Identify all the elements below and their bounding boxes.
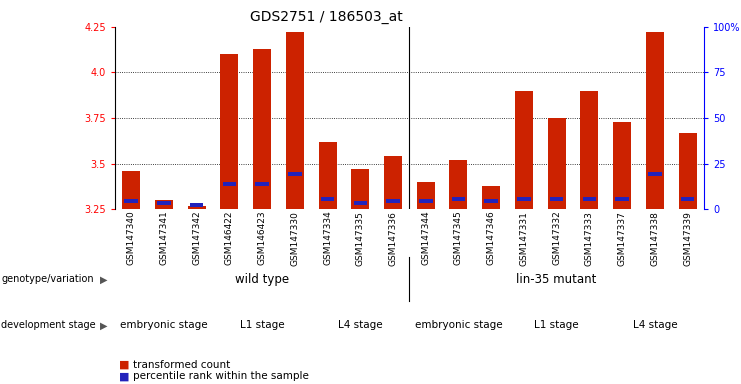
Bar: [321, 197, 334, 201]
Text: embryonic stage: embryonic stage: [120, 320, 207, 331]
Bar: [515, 91, 533, 209]
Bar: [253, 49, 271, 209]
Bar: [157, 201, 170, 205]
Bar: [319, 142, 336, 209]
Text: GDS2751 / 186503_at: GDS2751 / 186503_at: [250, 10, 402, 23]
Bar: [485, 199, 498, 203]
Bar: [450, 160, 468, 209]
Bar: [613, 122, 631, 209]
Bar: [679, 133, 697, 209]
Text: L4 stage: L4 stage: [633, 320, 677, 331]
Text: L4 stage: L4 stage: [338, 320, 382, 331]
Bar: [222, 182, 236, 185]
Bar: [482, 185, 500, 209]
Bar: [187, 206, 206, 209]
Text: transformed count: transformed count: [133, 360, 230, 370]
Bar: [615, 197, 629, 201]
Bar: [286, 32, 304, 209]
Text: genotype/variation: genotype/variation: [1, 274, 94, 285]
Bar: [517, 197, 531, 201]
Bar: [646, 32, 664, 209]
Text: L1 stage: L1 stage: [534, 320, 579, 331]
Bar: [124, 199, 138, 203]
Bar: [548, 118, 565, 209]
Bar: [580, 91, 599, 209]
Bar: [155, 200, 173, 209]
Text: ■: ■: [119, 360, 129, 370]
Text: wild type: wild type: [235, 273, 289, 286]
Bar: [220, 54, 239, 209]
Bar: [122, 171, 140, 209]
Text: lin-35 mutant: lin-35 mutant: [516, 273, 597, 286]
Text: embryonic stage: embryonic stage: [415, 320, 502, 331]
Text: ▶: ▶: [100, 320, 107, 331]
Bar: [351, 169, 369, 209]
Bar: [419, 199, 433, 203]
Bar: [416, 182, 435, 209]
Bar: [384, 156, 402, 209]
Bar: [681, 197, 694, 201]
Text: ▶: ▶: [100, 274, 107, 285]
Bar: [288, 172, 302, 176]
Bar: [386, 199, 400, 203]
Text: percentile rank within the sample: percentile rank within the sample: [133, 371, 309, 381]
Bar: [582, 197, 597, 201]
Bar: [353, 201, 367, 205]
Bar: [452, 197, 465, 201]
Bar: [550, 197, 563, 201]
Text: ■: ■: [119, 371, 129, 381]
Text: development stage: development stage: [1, 320, 96, 331]
Bar: [256, 182, 269, 185]
Bar: [190, 202, 204, 207]
Text: L1 stage: L1 stage: [240, 320, 285, 331]
Bar: [648, 172, 662, 176]
